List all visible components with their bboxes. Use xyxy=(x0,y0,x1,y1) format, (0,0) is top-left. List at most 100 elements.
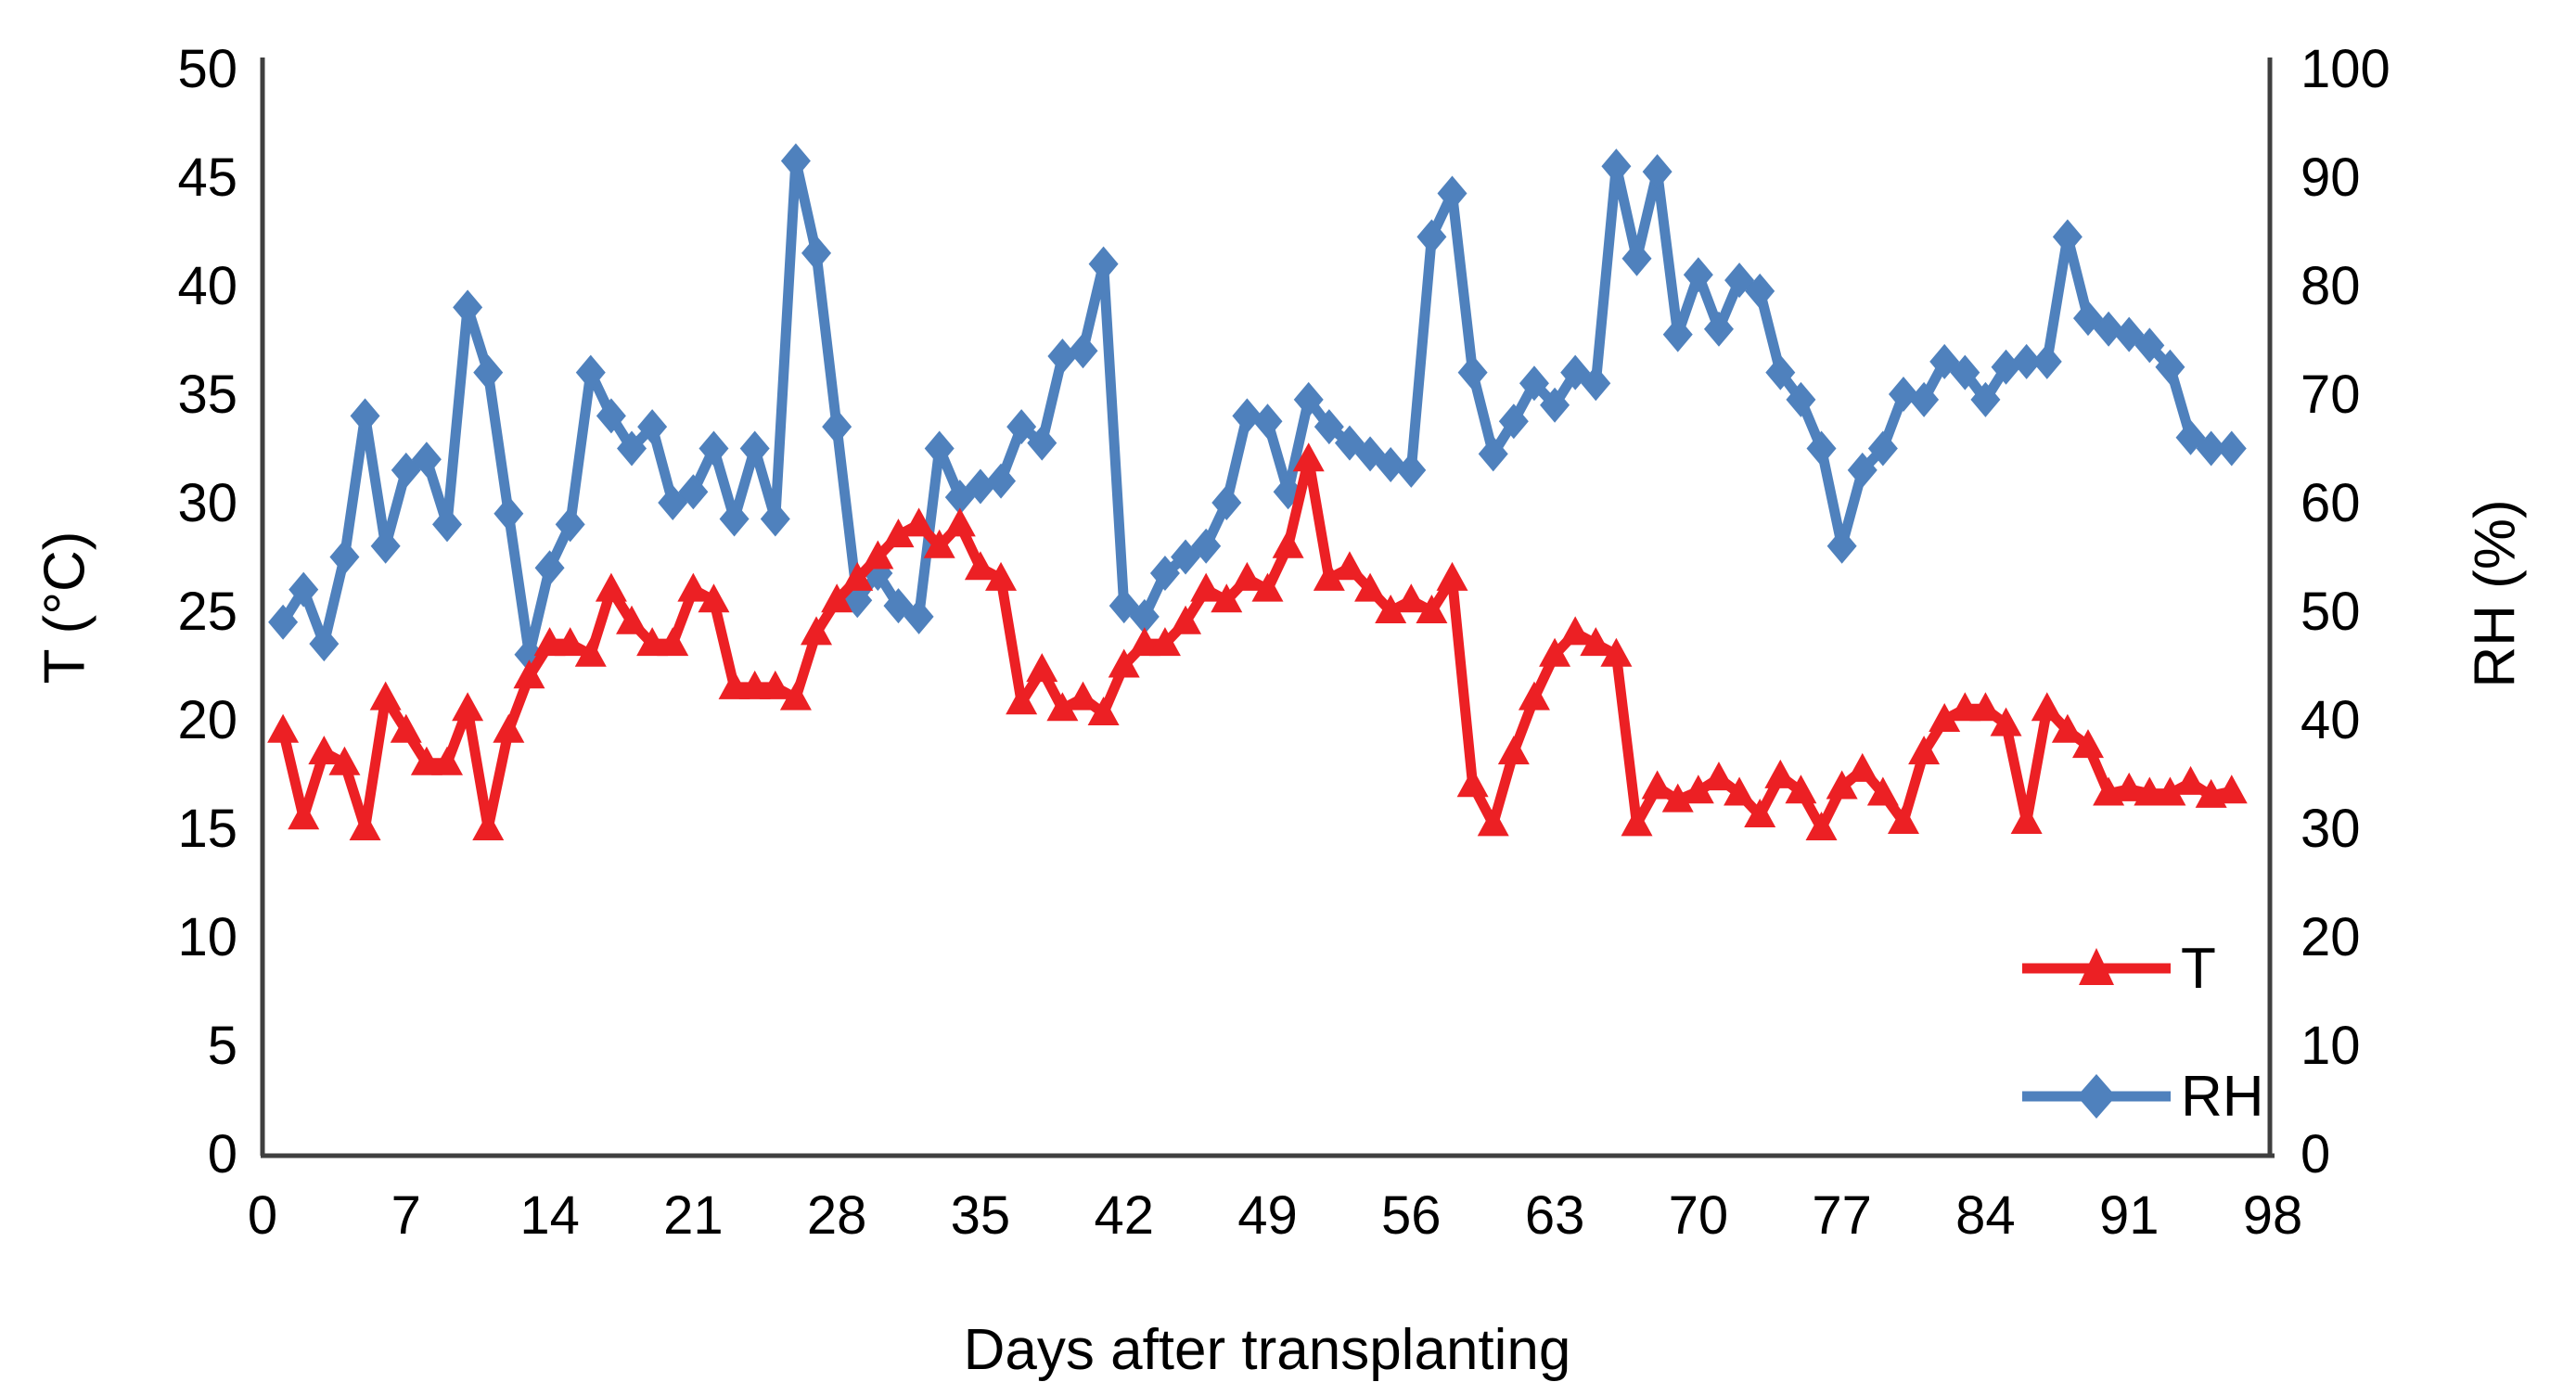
rh-data-point-marker xyxy=(801,235,832,271)
t-data-point-marker xyxy=(1108,648,1140,678)
rh-data-point-marker xyxy=(617,430,647,467)
legend: T RH xyxy=(2018,904,2324,1160)
left-axis-tick-labels: 0 5 10 15 20 25 30 35 40 45 50 xyxy=(177,39,237,1184)
t-data-point-marker xyxy=(1354,572,1387,602)
rh-data-point-marker xyxy=(1519,365,1549,402)
rh-data-point-marker xyxy=(1252,403,1283,440)
t-data-point-marker xyxy=(1641,770,1673,800)
tick-label: 50 xyxy=(177,39,237,99)
tick-label: 49 xyxy=(1237,1185,1298,1246)
rh-data-point-marker xyxy=(698,430,729,467)
rh-data-point-marker xyxy=(1498,403,1529,440)
tick-label: 25 xyxy=(177,582,237,642)
t-data-point-marker xyxy=(759,670,791,699)
rh-data-point-marker xyxy=(1047,339,1078,375)
t-data-point-marker xyxy=(1128,627,1160,657)
rh-data-point-marker xyxy=(1683,257,1713,293)
rh-data-point-marker xyxy=(2134,327,2165,364)
rh-data-point-marker xyxy=(2052,219,2083,255)
tick-label: 63 xyxy=(1525,1185,1585,1246)
rh-data-point-marker xyxy=(1806,430,1837,467)
rh-data-point-marker xyxy=(965,468,995,505)
rh-data-point-marker xyxy=(1581,365,1611,402)
rh-data-point-marker xyxy=(1457,354,1488,390)
t-data-point-marker xyxy=(2071,729,2104,759)
t-data-point-marker xyxy=(1969,692,2002,722)
t-data-point-marker xyxy=(616,605,648,634)
tick-label: 40 xyxy=(2300,690,2361,750)
rh-data-point-marker xyxy=(2094,311,2124,347)
t-data-point-marker xyxy=(1313,561,1345,591)
t-data-point-marker xyxy=(1785,774,1817,804)
rh-data-point-marker xyxy=(411,442,442,478)
t-data-point-marker xyxy=(574,637,607,667)
rh-data-point-marker xyxy=(1867,430,1898,467)
t-data-point-marker xyxy=(2174,765,2207,795)
t-data-point-marker xyxy=(1497,736,1530,765)
rh-data-point-marker xyxy=(637,409,668,445)
t-data-point-marker xyxy=(964,551,996,581)
rh-data-point-marker xyxy=(2196,430,2226,467)
legend-row-humidity: RH xyxy=(2018,1032,2324,1160)
t-data-point-marker xyxy=(1682,774,1714,804)
t-data-point-marker xyxy=(698,583,730,613)
rh-data-point-marker xyxy=(596,398,626,434)
tick-label: 15 xyxy=(177,799,237,859)
rh-data-point-marker xyxy=(1601,148,1632,185)
rh-data-point-marker xyxy=(1211,485,1242,520)
rh-data-point-marker xyxy=(1376,447,1406,483)
rh-data-point-marker xyxy=(678,474,709,510)
t-data-point-marker xyxy=(2215,774,2248,804)
rh-data-point-marker xyxy=(1745,273,1775,309)
t-data-point-marker xyxy=(1805,812,1838,840)
rh-data-point-marker xyxy=(1765,354,1796,390)
tick-label: 35 xyxy=(177,365,237,425)
t-data-point-marker xyxy=(472,812,505,840)
rh-data-point-marker xyxy=(575,354,606,390)
rh-data-point-marker xyxy=(1662,316,1693,352)
tick-label: 70 xyxy=(2300,365,2361,425)
rh-data-point-marker xyxy=(432,506,463,543)
tick-label: 90 xyxy=(2300,147,2361,208)
t-data-point-marker xyxy=(1395,583,1428,613)
rh-data-point-marker xyxy=(1396,452,1427,488)
tick-label: 80 xyxy=(2300,256,2361,316)
tick-label: 77 xyxy=(1812,1185,1872,1246)
t-data-point-marker xyxy=(2113,772,2146,801)
t-data-point-marker xyxy=(267,713,300,743)
t-data-point-marker xyxy=(1949,692,1981,722)
t-data-point-marker xyxy=(369,681,402,710)
rh-data-point-marker xyxy=(2155,349,2185,385)
tick-label: 56 xyxy=(1381,1185,1442,1246)
rh-data-point-marker xyxy=(1478,436,1508,472)
rh-series-line xyxy=(268,143,2247,672)
tick-label: 7 xyxy=(391,1185,421,1246)
t-data-point-marker xyxy=(1724,776,1756,806)
t-data-point-marker xyxy=(1990,707,2022,736)
tick-label: 20 xyxy=(177,690,237,750)
t-data-point-marker xyxy=(1661,783,1694,813)
t-data-point-marker xyxy=(1559,616,1592,646)
rh-data-point-marker xyxy=(473,354,504,390)
t-data-point-marker xyxy=(410,746,442,775)
rh-data-point-marker xyxy=(1232,398,1262,434)
t-data-point-marker xyxy=(943,507,976,537)
rh-data-point-marker xyxy=(1950,354,1980,390)
t-data-point-marker xyxy=(1251,572,1284,602)
t-data-point-marker xyxy=(1375,595,1407,623)
rh-data-point-marker xyxy=(1314,409,1344,445)
tick-label: 0 xyxy=(208,1124,237,1184)
rh-data-point-marker xyxy=(2216,430,2247,467)
rh-data-point-marker xyxy=(2031,343,2062,379)
rh-data-point-marker xyxy=(329,539,360,575)
t-data-point-marker xyxy=(513,659,545,689)
t-data-point-marker xyxy=(1702,761,1735,791)
t-data-point-marker xyxy=(1846,752,1878,782)
t-data-point-marker xyxy=(1087,696,1120,725)
tick-label: 20 xyxy=(2300,907,2361,967)
t-data-point-marker xyxy=(1887,804,1919,834)
rh-data-point-marker xyxy=(1416,219,1447,255)
rh-data-point-marker xyxy=(1437,175,1467,211)
t-data-point-marker xyxy=(349,812,381,840)
